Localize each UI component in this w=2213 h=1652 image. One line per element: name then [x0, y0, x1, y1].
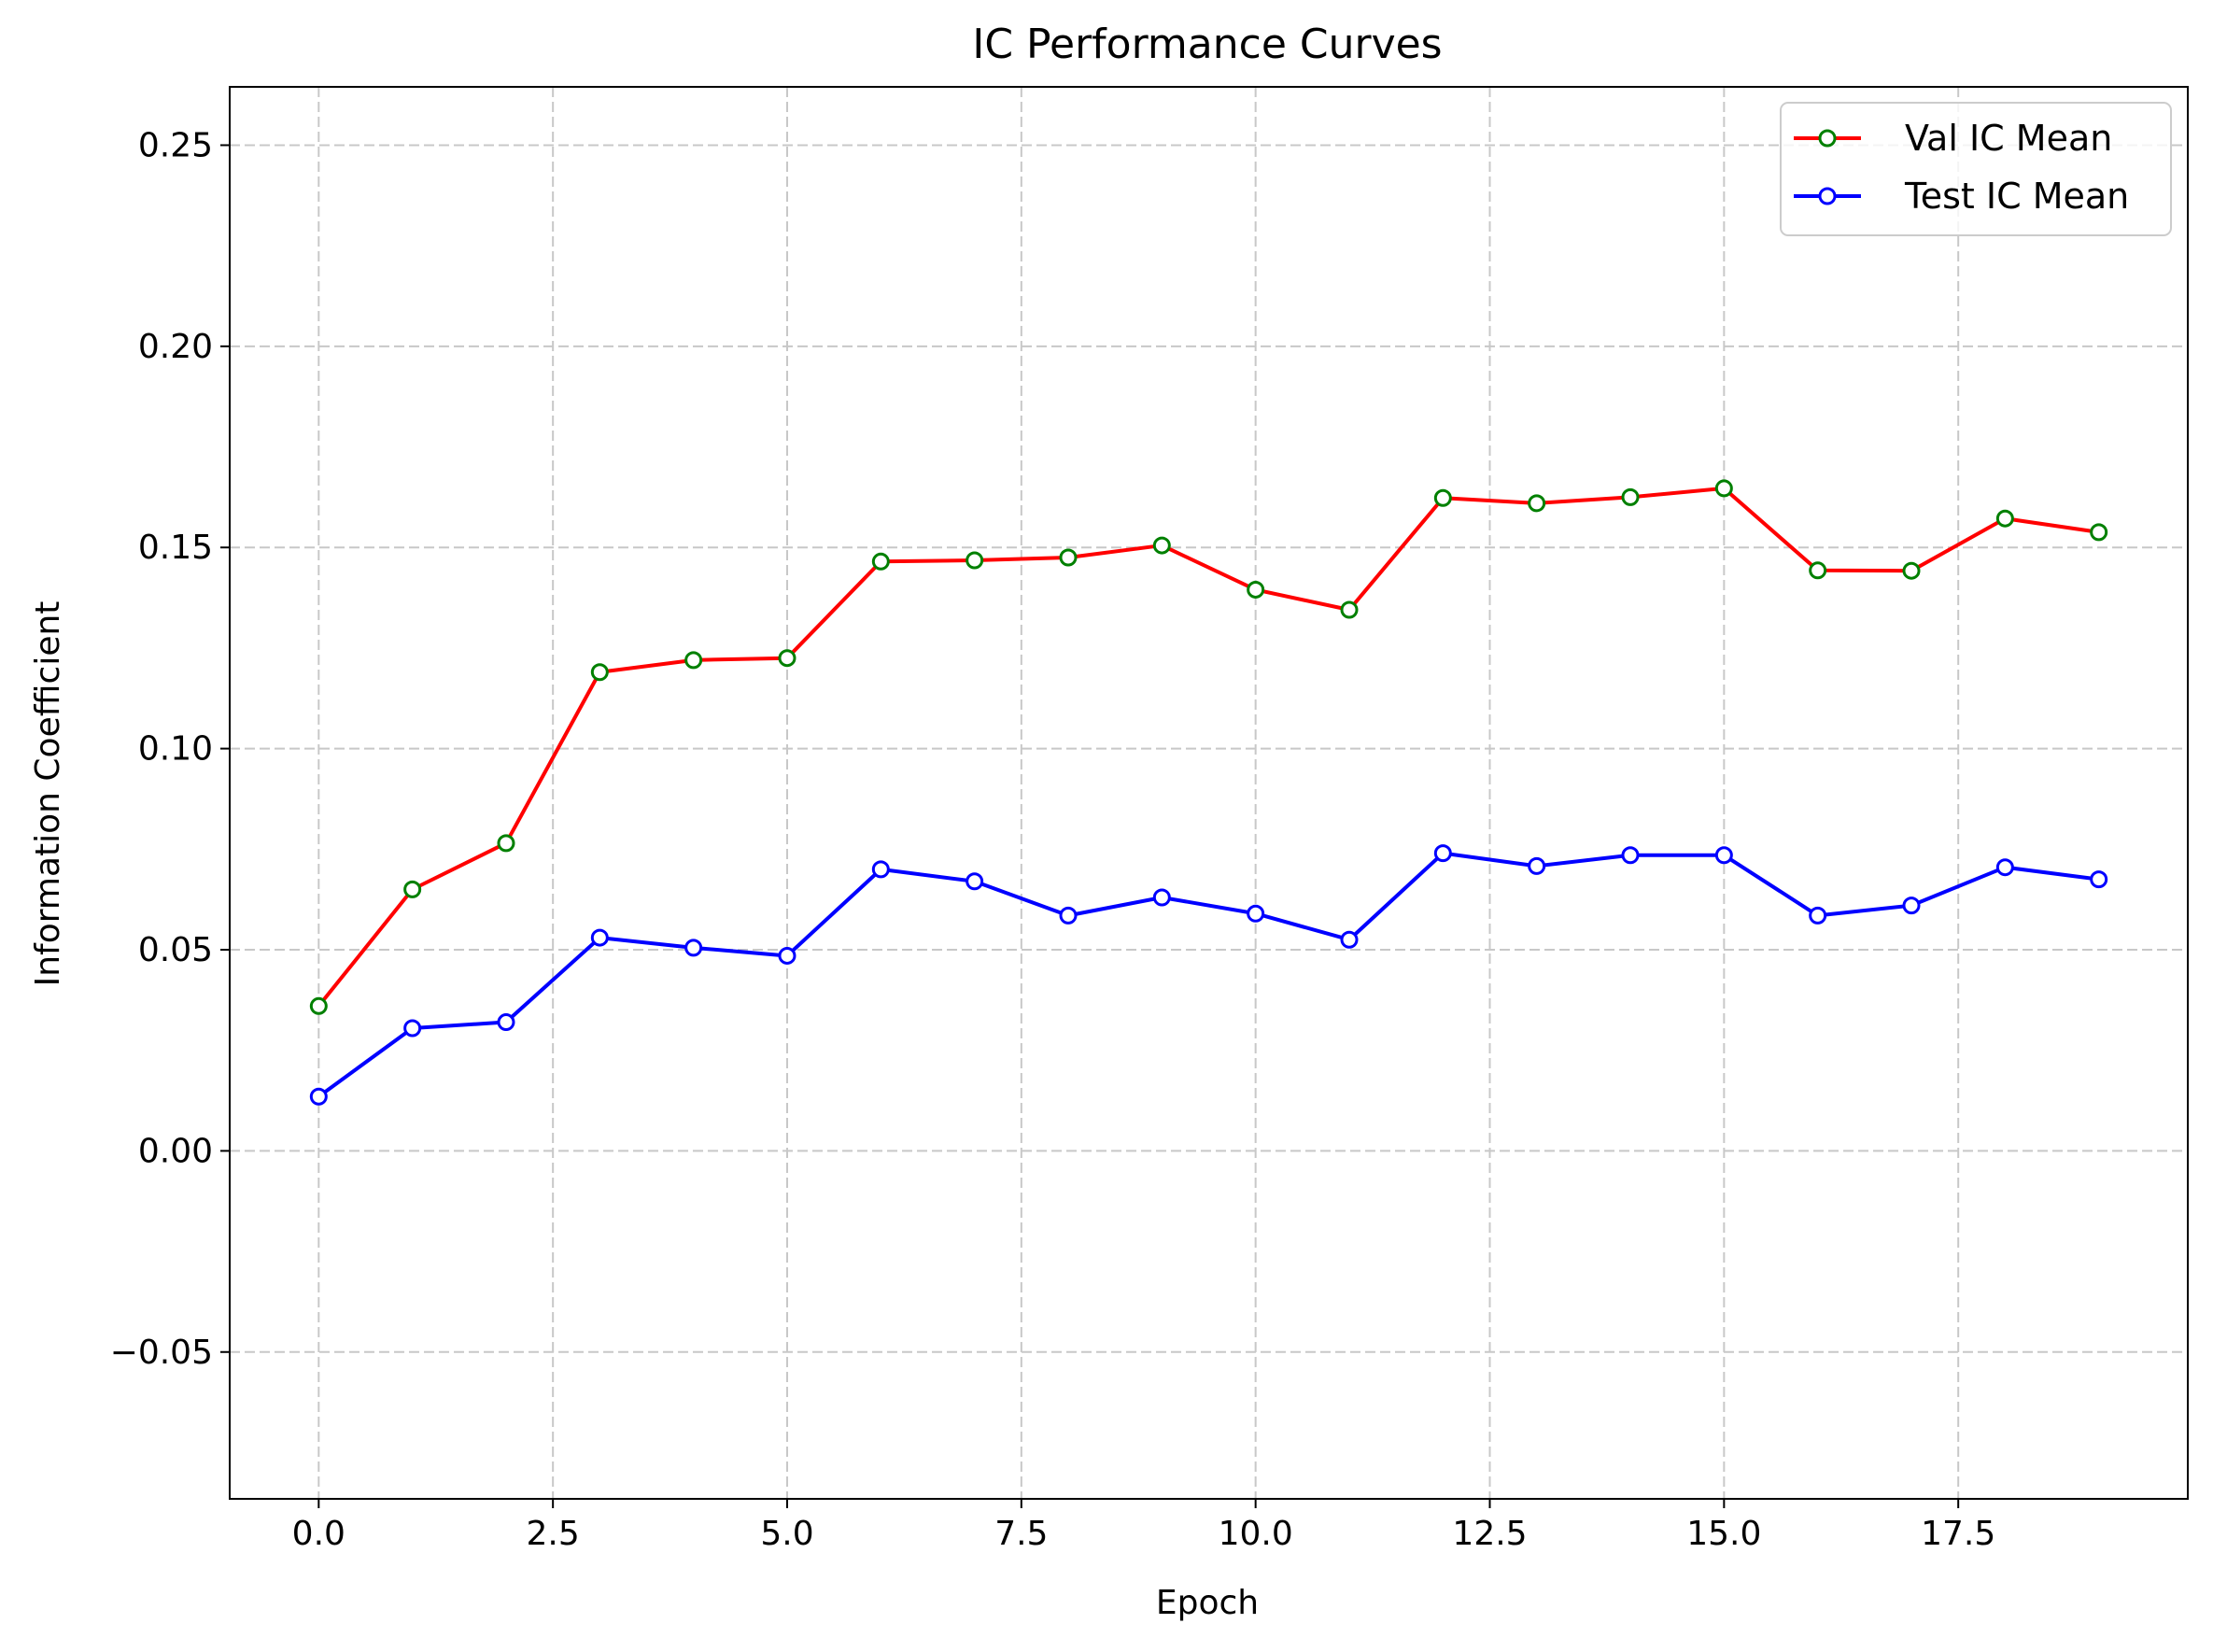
legend-marker-swatch — [1818, 129, 1837, 148]
data-point — [1433, 488, 1452, 507]
data-point — [1528, 856, 1546, 875]
x-tick-label: 17.5 — [1921, 1515, 1995, 1553]
y-tick-label: 0.25 — [138, 126, 213, 164]
legend-label: Val IC Mean — [1905, 118, 2112, 159]
y-axis-label: Information Coefficient — [29, 601, 67, 987]
legend-label: Test IC Mean — [1904, 176, 2129, 217]
data-point — [590, 928, 609, 947]
data-point — [1809, 561, 1827, 580]
series-line-test-ic-mean — [317, 851, 2099, 1098]
y-tick-label: 0.10 — [138, 730, 213, 769]
data-point — [2090, 523, 2108, 542]
data-point — [403, 880, 422, 898]
data-point — [1340, 600, 1359, 619]
data-point — [1621, 846, 1640, 865]
data-point — [966, 872, 984, 891]
data-point — [778, 649, 796, 668]
data-point — [1247, 580, 1265, 599]
data-point — [1152, 888, 1171, 907]
data-point — [1152, 536, 1171, 555]
y-tick-label: 0.15 — [138, 529, 213, 567]
plot-frame — [229, 86, 2189, 1500]
chart-title: IC Performance Curves — [972, 21, 1442, 68]
data-point — [1340, 930, 1359, 949]
data-point — [1995, 858, 2014, 877]
y-tick-label: 0.05 — [138, 931, 213, 969]
data-point — [1995, 509, 2014, 528]
x-tick-label: 5.0 — [760, 1515, 813, 1553]
data-point — [2090, 870, 2108, 889]
data-point — [1809, 906, 1827, 925]
data-point — [1247, 904, 1265, 923]
y-tick-label: 0.20 — [138, 328, 213, 366]
legend-marker-swatch — [1818, 187, 1837, 205]
axis-ticks: 0.0 2.5 5.0 7.5 10.0 12.5 15.0 17.5 −0.05 0.00 0.0… — [110, 126, 1996, 1553]
data-point — [403, 1019, 422, 1038]
y-tick-label: −0.05 — [110, 1334, 213, 1372]
x-axis-label: Epoch — [1156, 1584, 1259, 1622]
data-point — [497, 1013, 515, 1032]
data-point — [871, 552, 890, 571]
data-point — [1714, 846, 1733, 865]
data-point — [309, 996, 328, 1015]
x-tick-label: 15.0 — [1686, 1515, 1761, 1553]
x-tick-label: 2.5 — [527, 1515, 580, 1553]
data-point — [1059, 548, 1078, 567]
data-point — [684, 939, 703, 957]
data-point — [1714, 479, 1733, 498]
x-tick-label: 7.5 — [994, 1515, 1048, 1553]
data-point — [1902, 561, 1921, 580]
data-point — [1902, 897, 1921, 915]
legend-box — [1780, 102, 2172, 236]
grid-lines — [230, 87, 2188, 1499]
series-layer — [309, 479, 2108, 1106]
data-point — [1528, 494, 1546, 513]
data-point — [590, 663, 609, 682]
data-point — [1621, 487, 1640, 506]
data-point — [871, 860, 890, 879]
data-point — [497, 834, 515, 853]
data-point — [684, 651, 703, 670]
data-point — [309, 1087, 328, 1106]
data-point — [966, 551, 984, 570]
x-tick-label: 12.5 — [1452, 1515, 1527, 1553]
x-tick-label: 0.0 — [292, 1515, 345, 1553]
x-tick-label: 10.0 — [1219, 1515, 1293, 1553]
legend: Val IC Mean Test IC Mean — [1780, 102, 2172, 236]
data-point — [778, 946, 796, 965]
series-line-val-ic-mean — [317, 486, 2099, 1008]
data-point — [1433, 844, 1452, 863]
y-tick-label: 0.00 — [138, 1132, 213, 1170]
data-point — [1059, 906, 1078, 925]
